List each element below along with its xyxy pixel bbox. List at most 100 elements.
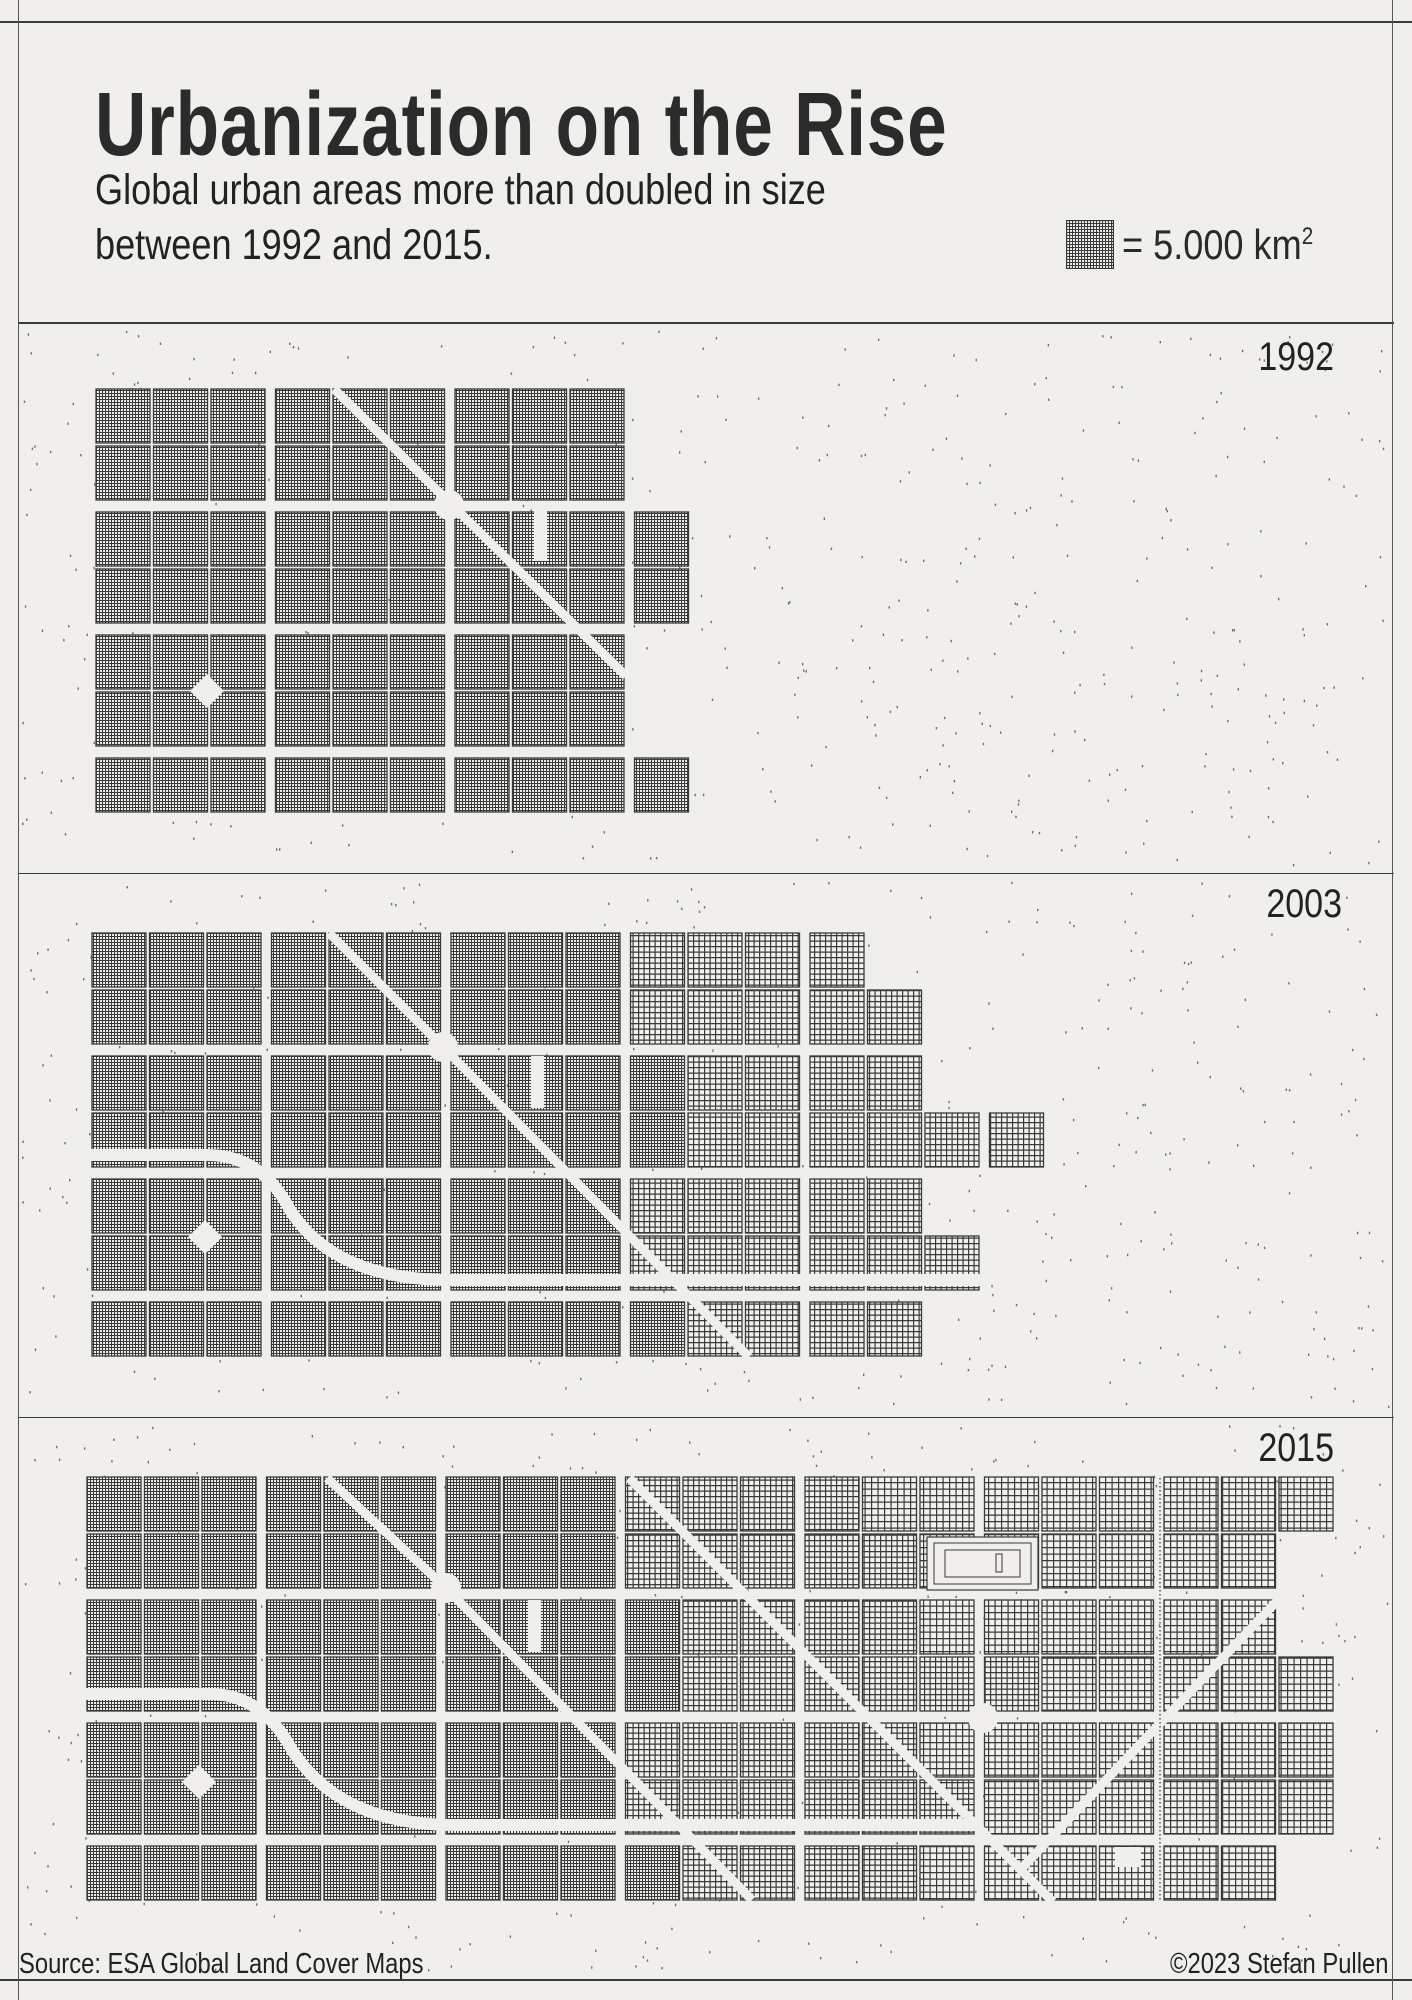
background-dot — [77, 687, 79, 690]
background-dot — [1326, 623, 1329, 626]
background-dot — [1135, 931, 1137, 935]
background-dot — [511, 850, 514, 854]
background-dot — [619, 1509, 621, 1513]
background-dot — [1177, 693, 1179, 697]
background-dot — [24, 605, 27, 608]
background-dot — [679, 566, 681, 569]
background-dot — [580, 1597, 582, 1600]
background-dot — [174, 1051, 176, 1055]
year-label-2003: 2003 — [1266, 882, 1342, 926]
background-dot — [956, 394, 959, 397]
background-dot — [1309, 1914, 1311, 1917]
background-dot — [1237, 1266, 1239, 1269]
legend-superscript: 2 — [1301, 223, 1314, 250]
background-dot — [172, 821, 175, 825]
background-dot — [975, 358, 977, 362]
background-dot — [1186, 548, 1189, 551]
background-dot — [652, 1168, 654, 1172]
background-dot — [809, 1589, 811, 1593]
background-dot — [948, 1100, 950, 1104]
background-dot — [1359, 1546, 1361, 1549]
background-dot — [652, 1902, 655, 1905]
background-dot — [24, 777, 26, 780]
background-dot — [442, 822, 444, 826]
background-dot — [993, 1460, 995, 1463]
tile — [809, 1055, 865, 1111]
background-dot — [556, 1912, 558, 1915]
tile — [450, 932, 506, 988]
tile — [86, 1533, 142, 1589]
background-dot — [539, 1291, 541, 1294]
background-dot — [1274, 721, 1277, 725]
background-dot — [308, 1359, 310, 1362]
background-dot — [1197, 1363, 1200, 1366]
background-dot — [379, 1441, 381, 1444]
background-dot — [1126, 1112, 1128, 1115]
background-dot — [1220, 392, 1222, 395]
background-dot — [41, 771, 43, 774]
tile — [385, 1055, 442, 1111]
background-dot — [284, 1594, 286, 1597]
background-dot — [812, 1455, 815, 1458]
background-dot — [1376, 1846, 1379, 1849]
background-dot — [42, 1287, 45, 1290]
tile — [809, 989, 865, 1045]
tile — [744, 1112, 801, 1168]
background-dot — [1334, 1387, 1336, 1390]
background-dot — [27, 333, 30, 336]
panel-divider-1 — [18, 873, 1394, 874]
tile — [210, 568, 266, 624]
background-dot — [701, 628, 703, 631]
tile — [866, 989, 923, 1045]
tile — [565, 1178, 621, 1234]
tile — [739, 1722, 796, 1778]
background-dot — [988, 1002, 990, 1005]
background-dot — [1386, 1602, 1389, 1606]
background-dot — [1215, 1386, 1218, 1390]
background-dot — [1232, 768, 1235, 771]
background-dot — [1194, 431, 1196, 435]
tile — [380, 1533, 437, 1589]
background-dot — [570, 1914, 572, 1917]
background-dot — [1187, 1009, 1189, 1012]
background-dot — [1182, 1374, 1184, 1377]
background-dot — [111, 1460, 113, 1463]
background-dot — [1160, 989, 1162, 992]
background-dot — [1035, 1337, 1038, 1340]
background-dot — [1267, 815, 1270, 819]
plaza — [428, 1032, 458, 1062]
background-dot — [1014, 511, 1016, 515]
tile — [744, 932, 801, 988]
background-dot — [1268, 715, 1271, 718]
background-dot — [93, 483, 96, 486]
background-dot — [782, 1718, 785, 1721]
background-dot — [861, 555, 863, 559]
background-dot — [957, 1318, 960, 1321]
header-divider — [18, 322, 1394, 324]
background-dot — [1185, 1591, 1188, 1594]
background-dot — [797, 716, 799, 719]
tile — [502, 1476, 559, 1532]
background-dot — [1061, 477, 1064, 480]
background-dot — [802, 1165, 804, 1168]
background-dot — [1015, 815, 1017, 819]
background-dot — [1062, 1098, 1065, 1101]
background-dot — [929, 824, 931, 827]
background-dot — [848, 835, 850, 839]
background-dot — [58, 1582, 61, 1585]
tile — [328, 1055, 384, 1111]
tile — [565, 989, 621, 1045]
tile — [560, 1533, 616, 1589]
background-dot — [1361, 1327, 1363, 1330]
tile — [389, 568, 446, 624]
background-dot — [1264, 1120, 1266, 1124]
background-dot — [1213, 631, 1215, 634]
tile — [86, 1722, 142, 1778]
background-dot — [858, 1386, 860, 1390]
background-dot — [1215, 474, 1217, 478]
background-dot — [551, 1433, 553, 1436]
background-dot — [1064, 1590, 1067, 1594]
background-dot — [971, 1468, 973, 1471]
tile — [274, 511, 331, 567]
tile — [328, 1112, 384, 1168]
